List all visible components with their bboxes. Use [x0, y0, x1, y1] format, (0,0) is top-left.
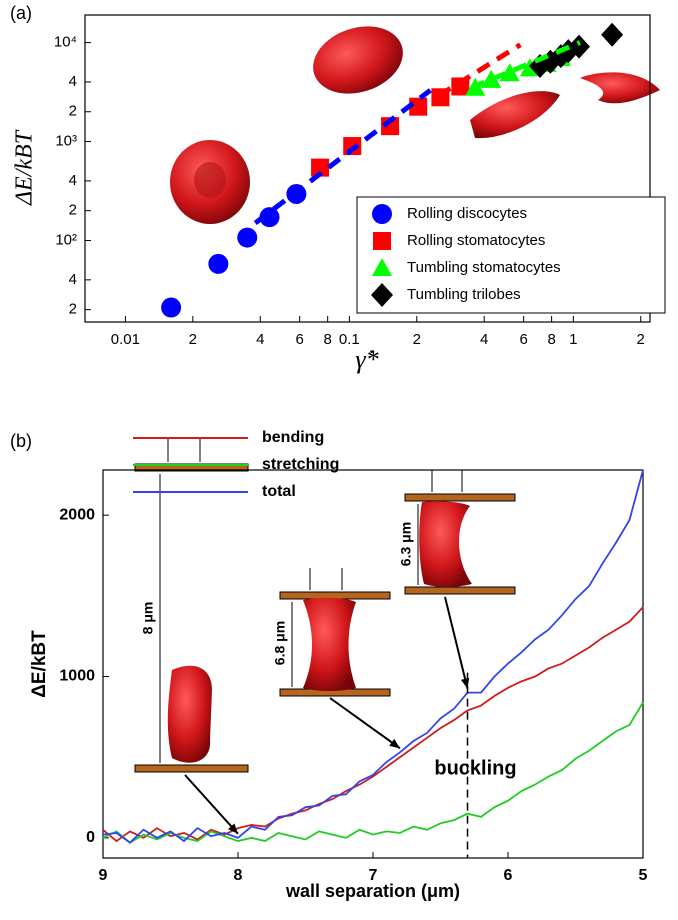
x-tick-label: 4	[256, 331, 264, 348]
y-tick-label: 4	[69, 172, 77, 189]
y-tick-label: 2	[69, 301, 77, 318]
marker	[208, 253, 229, 274]
marker	[409, 97, 428, 116]
x-tick-label: 7	[369, 867, 378, 884]
x-tick-label: 6	[519, 331, 527, 348]
inset-label: 6.3 μm	[398, 522, 414, 566]
y-tick-label: 0	[86, 829, 95, 846]
legend-label: Rolling discocytes	[407, 205, 527, 222]
x-tick-label: 2	[413, 331, 421, 348]
x-tick-label: 5	[639, 867, 648, 884]
marker	[373, 232, 391, 250]
y-tick-label: 10³	[55, 132, 77, 149]
y-axis-label: ΔE/kBT	[29, 630, 50, 698]
legend-label: bending	[262, 429, 324, 446]
inset-label: 8 μm	[140, 602, 156, 635]
series-line	[102, 701, 644, 844]
fit-line	[437, 42, 522, 98]
marker	[311, 158, 330, 177]
x-tick-label: 9	[99, 867, 108, 884]
y-tick-label: 2	[69, 202, 77, 219]
arrow-head	[460, 677, 470, 689]
panel-label: (b)	[10, 431, 32, 451]
legend-label: Tumbling stomatocytes	[407, 259, 561, 276]
marker	[161, 297, 182, 318]
inset-arrow	[444, 596, 469, 689]
fit-line	[470, 40, 581, 91]
inset-arrow	[184, 774, 239, 835]
panel-label: (a)	[10, 3, 32, 23]
marker	[371, 283, 393, 307]
y-tick-label: 4	[69, 271, 77, 288]
x-tick-label: 8	[234, 867, 243, 884]
cell-images	[170, 26, 660, 224]
legend-label: Rolling stomatocytes	[407, 232, 545, 249]
marker	[601, 22, 624, 47]
marker	[237, 227, 258, 248]
x-tick-label: 2	[189, 331, 197, 348]
x-tick-label: 8	[547, 331, 555, 348]
inset-images	[134, 438, 516, 773]
y-tick-label: 10⁴	[54, 34, 77, 51]
marker	[372, 204, 392, 224]
legend-label: stretching	[262, 456, 339, 473]
x-tick-label: 2	[637, 331, 645, 348]
x-tick-label: 4	[480, 331, 488, 348]
x-tick-label: 0.1	[339, 331, 360, 348]
legend-box	[356, 196, 666, 314]
x-tick-label: 0.01	[111, 331, 140, 348]
arrow-head	[228, 823, 238, 834]
x-tick-label: 6	[296, 331, 304, 348]
y-tick-label: 2	[69, 103, 77, 120]
marker	[567, 34, 590, 59]
y-tick-label: 10²	[55, 231, 77, 248]
legend-label: Tumbling trilobes	[407, 286, 521, 303]
plot-frame	[84, 14, 651, 323]
legend-label: total	[262, 483, 296, 500]
series-line	[102, 469, 644, 844]
marker	[259, 207, 280, 228]
x-tick-label: 1	[569, 331, 577, 348]
inset-label: 6.8 μm	[272, 621, 288, 665]
y-axis-label: ΔE/kBT	[12, 129, 38, 206]
x-axis-label: wall separation (μm)	[285, 881, 460, 901]
inset-arrow	[329, 697, 401, 750]
marker	[499, 63, 520, 82]
x-tick-label: 8	[323, 331, 331, 348]
fit-line	[253, 88, 432, 226]
marker	[372, 258, 392, 276]
arrow-head	[389, 738, 400, 749]
x-tick-label: 6	[504, 867, 513, 884]
x-axis-label: γ̇*	[355, 345, 378, 374]
marker	[481, 69, 502, 88]
y-tick-label: 4	[69, 73, 77, 90]
y-tick-label: 1000	[59, 668, 95, 685]
series-line	[102, 606, 644, 843]
annotation: buckling	[434, 757, 516, 779]
y-tick-label: 2000	[59, 506, 95, 523]
